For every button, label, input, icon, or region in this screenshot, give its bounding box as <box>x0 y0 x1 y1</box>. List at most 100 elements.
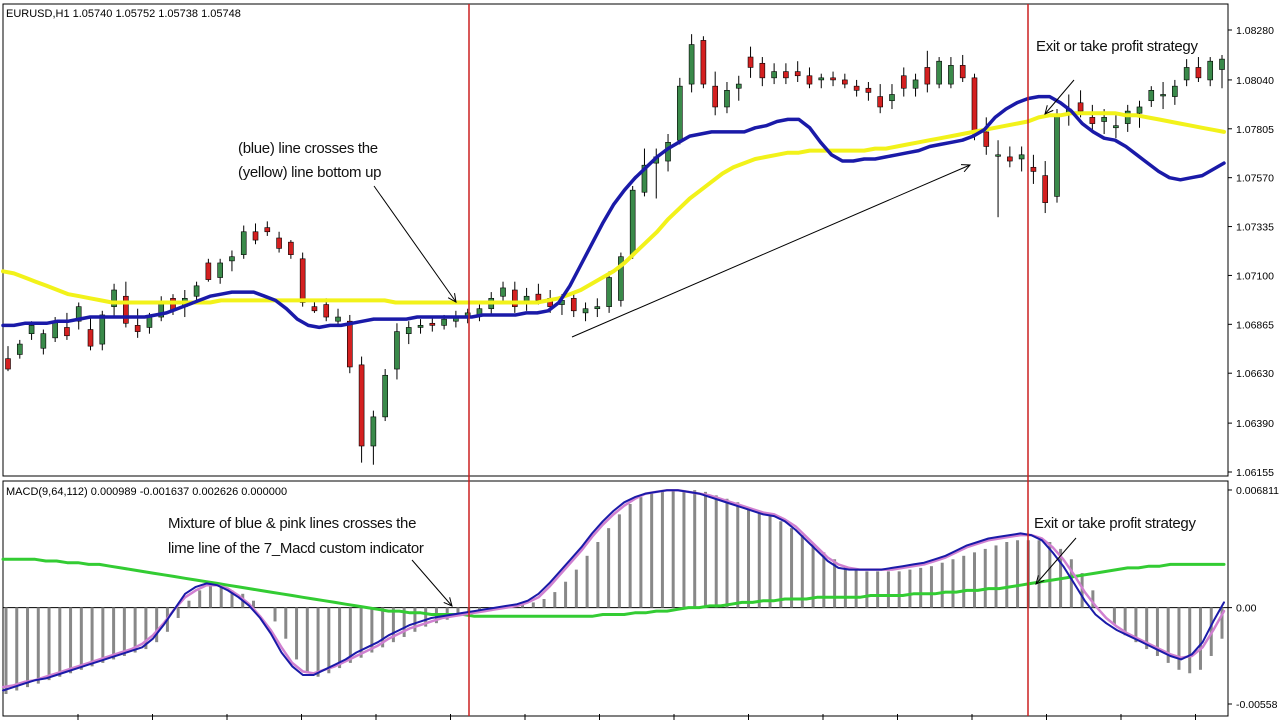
trend-arrow-head <box>960 164 972 173</box>
candle-bearish <box>299 258 306 303</box>
candle-bullish <box>618 256 624 301</box>
candle-bearish <box>830 77 836 81</box>
exit-arrow-bottom-head <box>1035 575 1045 585</box>
candle-bearish <box>877 96 883 108</box>
macd-header: MACD(9,64,112) 0.000989 -0.001637 0.0026… <box>6 486 288 498</box>
candle-bullish <box>1172 85 1178 97</box>
candle-bearish <box>5 358 11 370</box>
candle-bearish <box>1007 156 1013 162</box>
candle-bullish <box>441 318 447 326</box>
candle-bullish <box>1148 90 1155 102</box>
candle-bullish <box>818 77 825 81</box>
candle-bullish <box>995 154 1001 157</box>
crossover-note-line2: (yellow) line bottom up <box>238 164 382 181</box>
price-tick-label: 1.08280 <box>1236 25 1274 37</box>
mixture-note-line2: lime line of the 7_Macd custom indicator <box>168 540 424 557</box>
price-pane-border <box>2 3 1229 477</box>
candle-bullish <box>99 314 106 345</box>
candle-bullish <box>594 306 601 310</box>
candle-bullish <box>688 44 695 85</box>
candle-bearish <box>700 40 707 85</box>
candle-bullish <box>1113 125 1119 129</box>
candle-bearish <box>959 65 966 79</box>
candle-bearish <box>123 295 129 324</box>
candle-bullish <box>629 189 636 255</box>
candle-bearish <box>134 325 141 332</box>
candle-bullish <box>1207 60 1214 81</box>
candle-bullish <box>677 85 683 141</box>
macd-pane-border <box>2 480 1229 717</box>
candle-bullish <box>771 71 777 79</box>
candle-bearish <box>570 298 577 312</box>
candle-bullish <box>217 262 223 278</box>
moving-averages <box>1 94 1226 330</box>
candle-bullish <box>240 231 247 255</box>
price-tick-label: 1.07570 <box>1236 173 1274 185</box>
price-tick-label: 1.06390 <box>1236 418 1274 430</box>
candle-bullish <box>1018 154 1025 160</box>
exit-arrow-bottom <box>1035 537 1077 585</box>
trend-arrow <box>571 164 971 338</box>
price-tick-label: 1.06865 <box>1236 319 1274 331</box>
candle-bearish <box>323 304 330 318</box>
candle-bullish <box>724 90 730 108</box>
candle-bullish <box>735 83 742 89</box>
candle-bearish <box>842 79 848 85</box>
candle-bullish <box>1183 67 1190 81</box>
candle-bullish <box>417 325 424 328</box>
candle-bullish <box>193 285 200 297</box>
price-y-axis: 1.08280 1.08040 1.07805 1.07570 1.07335 1.071… <box>1228 25 1274 479</box>
crossover-arrow <box>373 185 457 303</box>
candle-bullish <box>1219 58 1225 70</box>
candle-bearish <box>347 320 353 368</box>
candle-bearish <box>853 85 860 91</box>
candle-bearish <box>971 77 978 135</box>
candle-bearish <box>512 289 518 307</box>
candle-bearish <box>311 306 318 312</box>
candle-bullish <box>1136 106 1143 114</box>
candle-bullish <box>1160 94 1166 97</box>
chart-frame <box>2 3 1229 717</box>
candle-bullish <box>641 164 648 193</box>
candle-bullish <box>335 316 341 322</box>
candle-bearish <box>429 322 436 326</box>
candle-bullish <box>16 343 23 355</box>
candle-bearish <box>1195 67 1202 79</box>
macd-tick-label: -0.00558 <box>1236 699 1278 711</box>
candle-bearish <box>712 85 718 108</box>
candle-bearish <box>1030 166 1037 172</box>
candle-bullish <box>394 331 400 370</box>
crossover-note-line1: (blue) line crosses the <box>238 140 378 157</box>
candle-bearish <box>900 75 907 89</box>
candle-bullish <box>405 327 412 334</box>
candle-bearish <box>1042 175 1049 203</box>
candle-bearish <box>252 231 259 241</box>
crossover-arrow-head <box>447 293 457 303</box>
macd-tick-label: 0.006811 <box>1236 485 1279 497</box>
macd-y-axis: 0.006811 0.00 -0.00558 <box>1228 485 1279 711</box>
candle-bearish <box>924 67 931 85</box>
candle-bullish <box>382 374 388 418</box>
candle-bullish <box>500 287 506 297</box>
annotation-overlay <box>77 4 1196 720</box>
price-tick-label: 1.06630 <box>1236 368 1274 380</box>
candle-bullish <box>75 306 82 322</box>
candle-bullish <box>889 94 895 102</box>
candle-bearish <box>794 71 801 77</box>
candle-bullish <box>28 325 35 334</box>
candle-bearish <box>358 364 365 447</box>
price-tick-label: 1.08040 <box>1236 75 1274 87</box>
candle-bearish <box>865 87 872 93</box>
fast-ma-blue-line <box>1 94 1226 330</box>
price-tick-label: 1.07805 <box>1236 124 1274 136</box>
candle-bullish <box>1101 117 1107 122</box>
candle-bearish <box>747 56 754 68</box>
candle-bearish <box>64 327 70 337</box>
exit-arrow-top-head <box>1044 105 1054 115</box>
exit-strategy-note-bottom: Exit or take profit strategy <box>1034 515 1196 532</box>
candle-bullish <box>229 256 235 262</box>
candle-bearish <box>87 329 94 347</box>
candle-bullish <box>1054 114 1060 197</box>
candle-bearish <box>806 75 813 85</box>
